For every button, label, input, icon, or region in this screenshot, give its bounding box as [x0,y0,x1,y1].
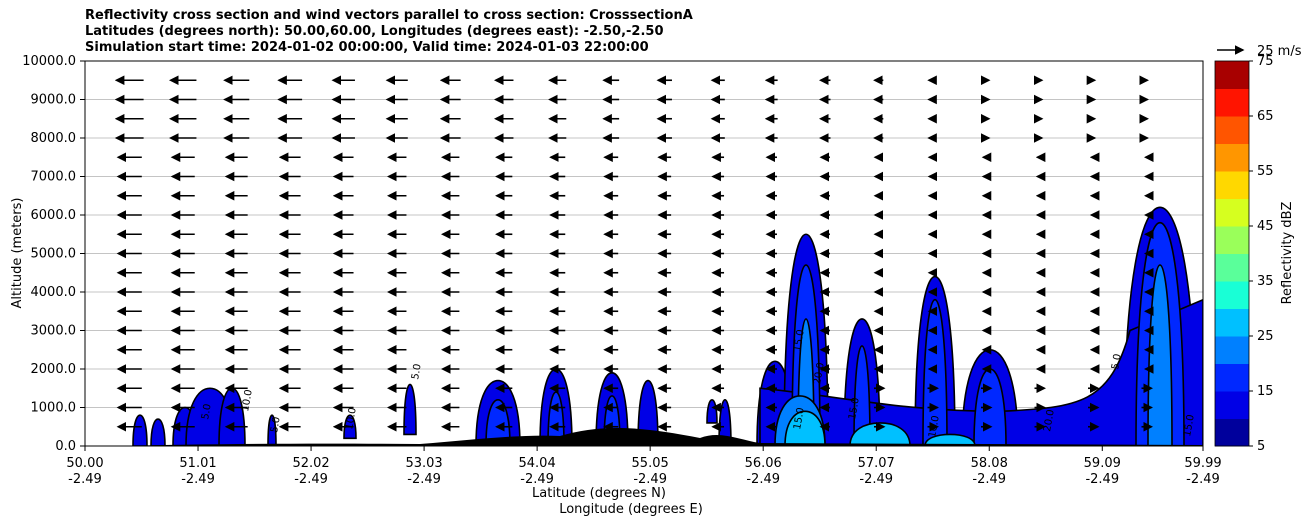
colorbar-segment [1215,336,1249,364]
x-tick-label-lat: 50.00 [66,456,103,471]
y-tick-label: 6000.0 [31,208,77,223]
contour-label: 20.0 [812,362,827,386]
colorbar-tick-label: 5 [1257,439,1265,454]
x-tick-label-lon: -2.49 [294,472,328,487]
colorbar-segment [1215,226,1249,254]
colorbar-segment [1215,308,1249,337]
colorbar-segment [1215,61,1249,89]
x-axis-title-2: Longitude (degrees E) [559,502,703,517]
x-tick-label-lat: 52.02 [292,456,329,471]
y-tick-label: 5000.0 [31,247,77,262]
x-tick-label-lat: 56.06 [745,456,782,471]
axes: 0.0 1000.0 2000.0 3000.0 4000.0 5000.0 6000.0 7… [10,54,1222,517]
reflectivity-cell [267,414,277,446]
x-tick-label-lat: 55.05 [632,456,669,471]
x-tick-label-lon: -2.49 [68,472,102,487]
colorbar-tick-label: 15 [1257,384,1274,399]
colorbar-segment [1215,418,1249,447]
contour-label: 5.0 [200,403,214,421]
contour-label: 15.0 [792,329,807,353]
wind-key-label: 25 m/s [1257,44,1302,59]
contour-label: 10.0 [344,407,359,431]
x-tick-label-lon: -2.49 [1186,472,1220,487]
x-tick-label-lon: -2.49 [972,472,1006,487]
contour-label: 10.0 [927,415,942,439]
terrain [120,427,1203,446]
colorbar-segment [1215,88,1249,117]
contour-label: 20.0 [1042,409,1057,433]
x-tick-label-lat: 51.01 [179,456,216,471]
colorbar-segment [1215,143,1249,172]
plot-area: 5.0 10.0 5.0 10.0 5.0 15.0 20.0 15.0 15.0 10.0 20.… [85,61,1203,446]
chart-title-line-3: Simulation start time: 2024-01-02 00:00:… [85,40,649,55]
contour-label: 15.0 [792,407,807,431]
x-tick-label-lon: -2.49 [520,472,554,487]
colorbar-tick-label: 55 [1257,164,1274,179]
x-tick-label-lat: 59.99 [1184,456,1221,471]
chart-title-line-1: Reflectivity cross section and wind vect… [85,8,693,23]
contour-label: 5.0 [269,416,283,434]
reflectivity-cell [132,414,148,446]
reflectivity-core [784,410,826,446]
colorbar-tick-label: 45 [1257,219,1274,234]
x-tick-label-lon: -2.49 [407,472,441,487]
colorbar-segment [1215,363,1249,392]
y-tick-label: 4000.0 [31,285,77,300]
x-tick-label-lat: 58.08 [971,456,1008,471]
contour-label: 15.0 [847,397,862,421]
colorbar-tick-label: 75 [1257,54,1274,69]
x-tick-label-lon: -2.49 [181,472,215,487]
x-tick-label-lon: -2.49 [633,472,667,487]
y-tick-label: 7000.0 [31,170,77,185]
colorbar-segment [1215,253,1249,282]
reflectivity-core [924,433,976,446]
y-tick-label: 1000.0 [31,401,77,416]
reflectivity-core [853,345,871,446]
x-axis-title: Latitude (degrees N) [532,486,666,501]
colorbar-segment [1215,171,1249,199]
x-tick-label-lon: -2.49 [1085,472,1119,487]
y-tick-label: 0.0 [55,439,76,454]
contour-label: 5.0 [1110,353,1124,371]
colorbar: 5 15 25 35 45 55 65 75 Reflectivity dBZ 25 m/s [1214,44,1302,454]
y-tick-label: 3000.0 [31,324,77,339]
y-axis-title: Altitude (meters) [10,198,25,309]
contour-label: 10.0 [240,389,255,413]
chart-title-line-2: Latitudes (degrees north): 50.00,60.00, … [85,24,664,39]
colorbar-tick-label: 25 [1257,329,1274,344]
contour-label: 5.0 [410,363,424,381]
x-tick-label-lat: 57.07 [858,456,895,471]
y-tick-label: 2000.0 [31,362,77,377]
y-tick-label: 9000.0 [31,93,77,108]
contour-label: 15.0 [1182,414,1197,438]
colorbar-segment [1215,391,1249,419]
x-tick-label-lon: -2.49 [859,472,893,487]
y-tick-label: 10000.0 [22,54,76,69]
x-tick-label-lat: 53.03 [405,456,442,471]
reflectivity-cell [706,398,718,424]
reflectivity-cell [150,418,166,446]
x-tick-label-lat: 59.09 [1084,456,1121,471]
colorbar-segment [1215,198,1249,227]
colorbar-frame [1214,60,1250,447]
colorbar-title: Reflectivity dBZ [1280,202,1295,305]
x-tick-label-lat: 54.04 [519,456,556,471]
colorbar-tick-label: 35 [1257,274,1274,289]
colorbar-segment [1215,116,1249,144]
reflectivity-cell [718,398,732,446]
y-tick-label: 8000.0 [31,131,77,146]
colorbar-tick-label: 65 [1257,109,1274,124]
colorbar-segment [1215,281,1249,309]
x-tick-label-lon: -2.49 [746,472,780,487]
